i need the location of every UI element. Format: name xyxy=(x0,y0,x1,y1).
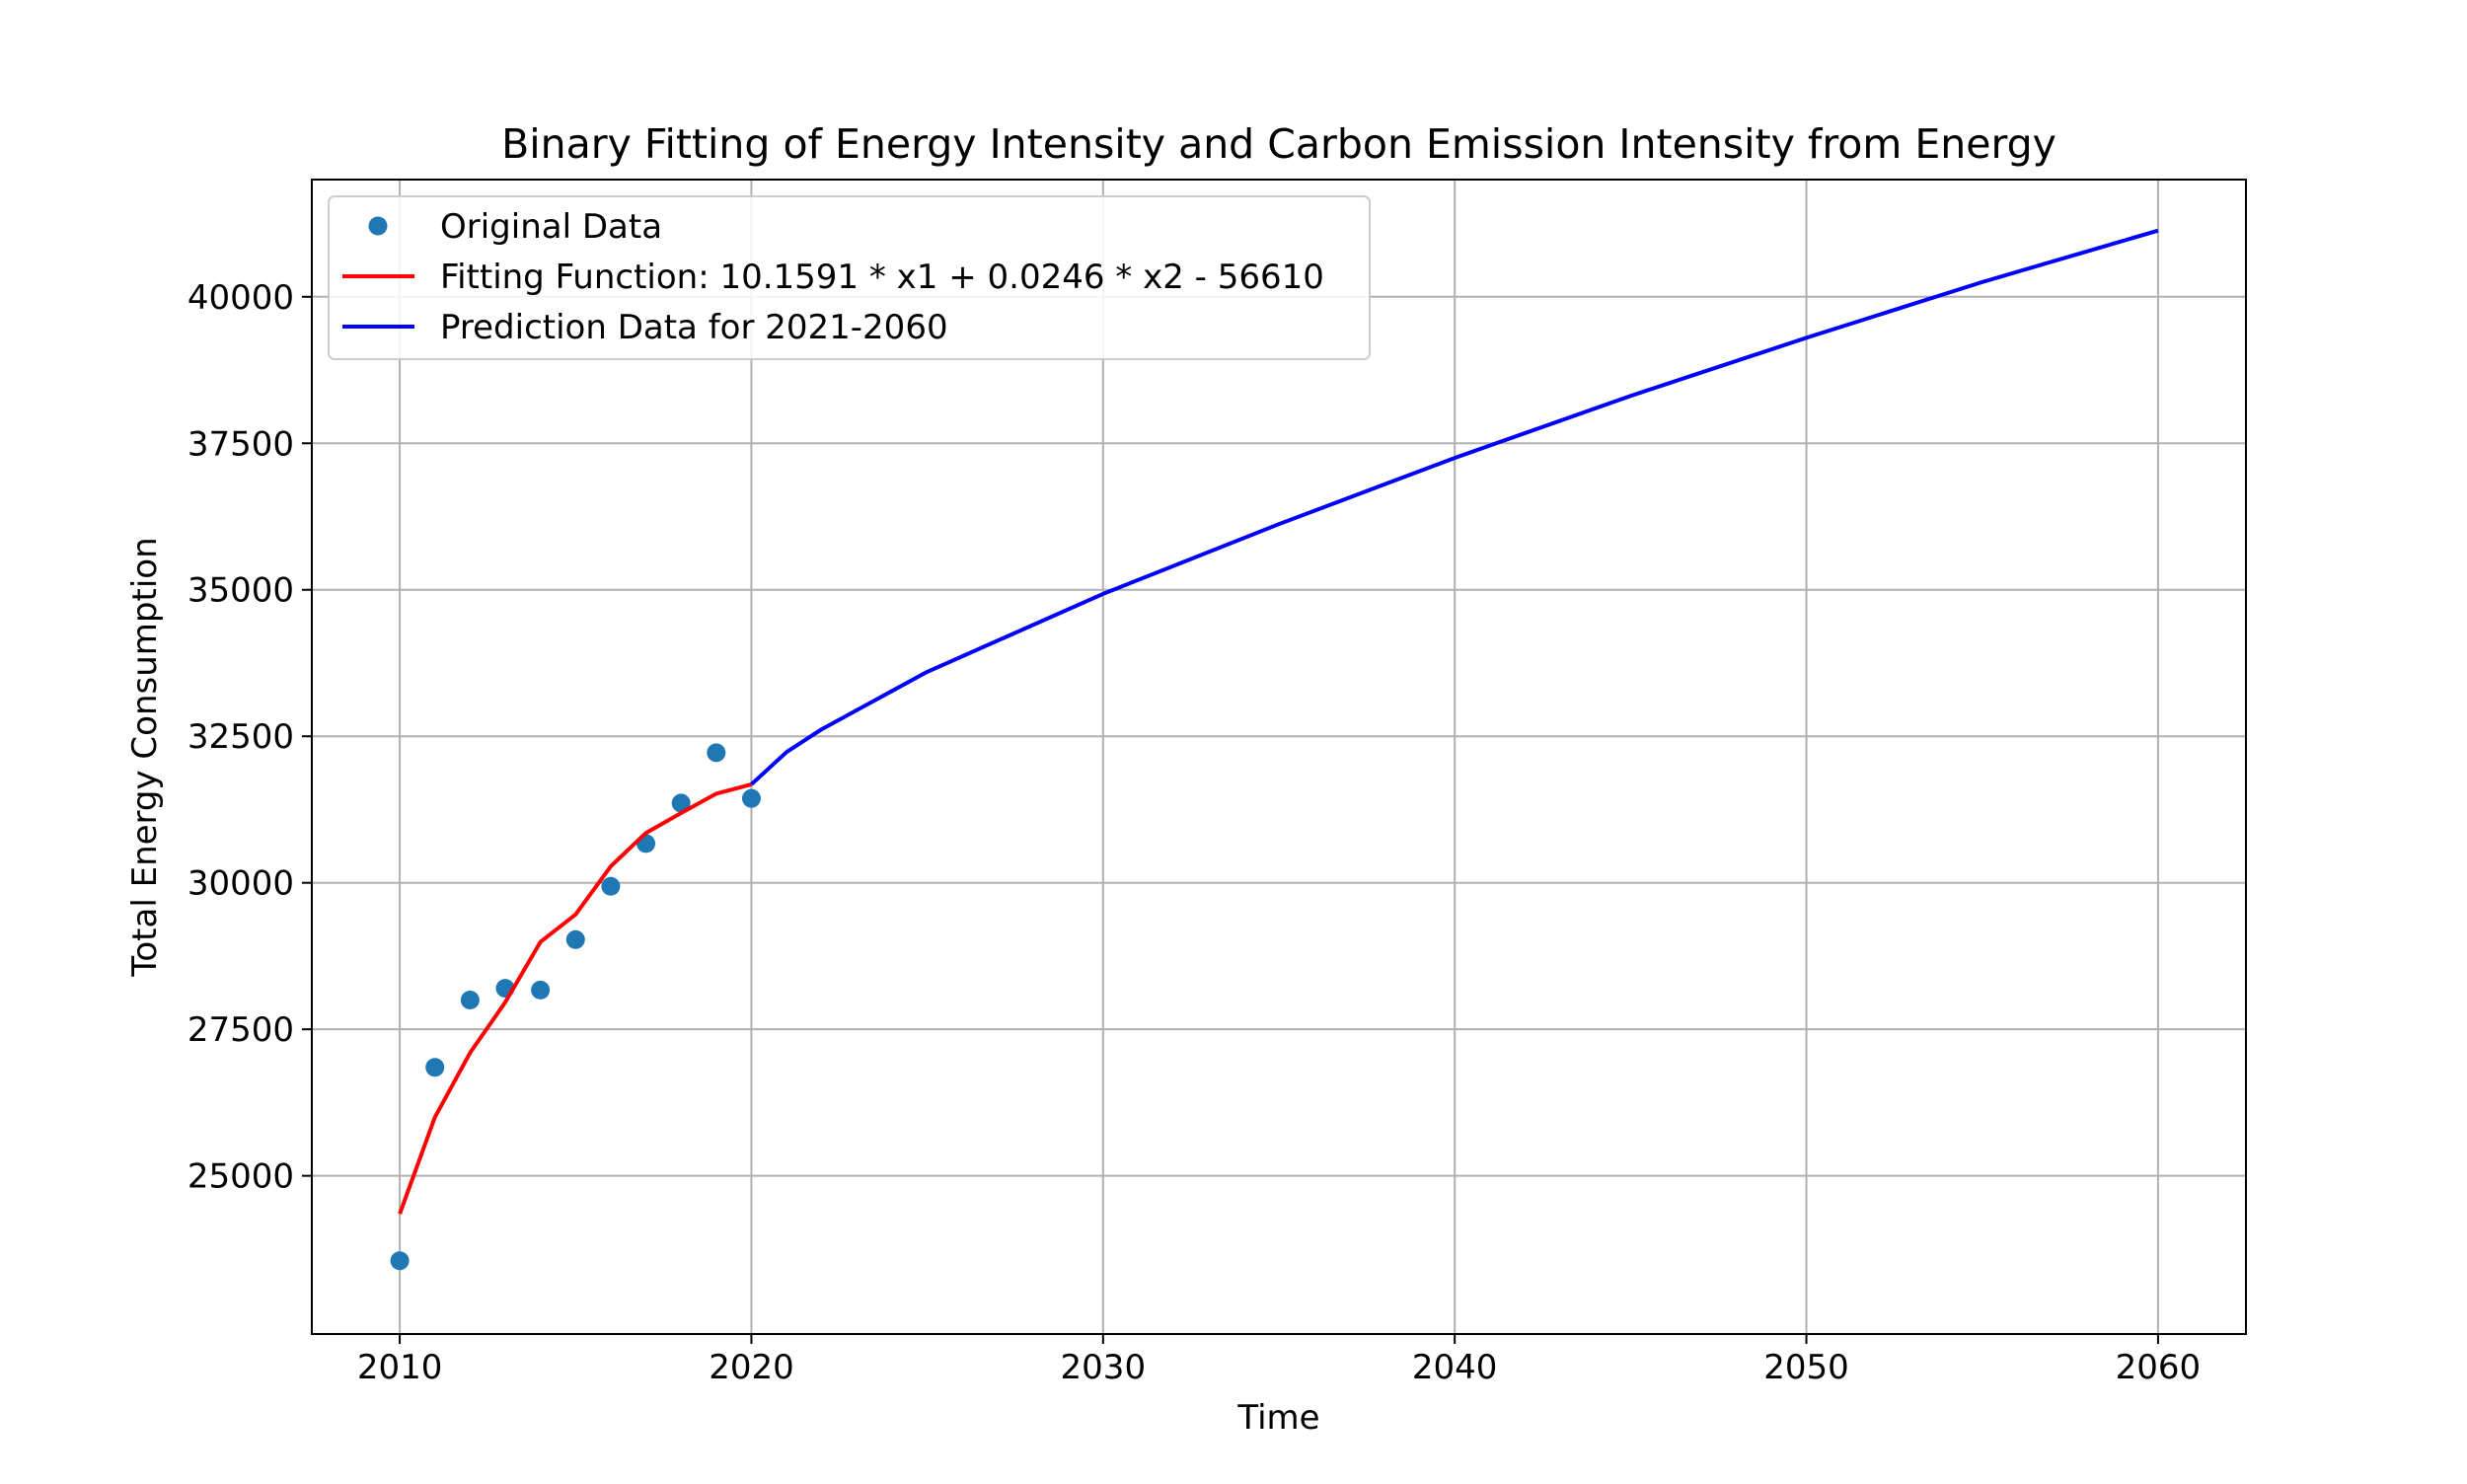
series-layer xyxy=(390,228,2159,1271)
data-point xyxy=(565,929,585,949)
plot-area-frame xyxy=(311,179,2247,1335)
x-tick-label: 2050 xyxy=(1763,1348,1849,1387)
data-point xyxy=(671,793,691,813)
x-axis-label: Time xyxy=(1236,1398,1319,1438)
data-point xyxy=(707,743,726,763)
legend-label: Fitting Function: 10.1591 * x1 + 0.0246 … xyxy=(440,258,1324,297)
x-tick-label: 2030 xyxy=(1061,1348,1147,1387)
series-line-1 xyxy=(398,781,753,1215)
tick-layer: 2010 2020 2030 2040 2050 2060 25000 27500 30000 3… xyxy=(187,278,2201,1387)
y-tick-label: 37500 xyxy=(187,424,294,464)
legend-label: Prediction Data for 2021-2060 xyxy=(440,308,948,347)
data-point xyxy=(390,1251,410,1271)
x-tick-label: 2040 xyxy=(1412,1348,1498,1387)
y-tick-label: 32500 xyxy=(187,717,294,757)
x-tick-label: 2020 xyxy=(709,1348,794,1387)
x-tick-label: 2060 xyxy=(2116,1348,2202,1387)
y-tick-label: 27500 xyxy=(187,1010,294,1050)
legend-label: Original Data xyxy=(440,207,662,247)
y-axis-label: Total Energy Consumption xyxy=(125,537,165,977)
series-line-2 xyxy=(750,228,2159,786)
legend-box xyxy=(328,195,1371,360)
y-tick-label: 30000 xyxy=(187,864,294,904)
legend: Original Data Fitting Function: 10.1591 *… xyxy=(328,195,1371,360)
data-point xyxy=(601,876,621,896)
data-point xyxy=(531,980,551,1000)
data-point xyxy=(460,990,480,1009)
x-tick-label: 2010 xyxy=(357,1348,443,1387)
data-point xyxy=(741,788,761,808)
chart-title: Binary Fitting of Energy Intensity and C… xyxy=(501,120,2056,168)
y-tick-label: 40000 xyxy=(187,278,294,318)
data-point xyxy=(425,1058,445,1077)
y-tick-label: 35000 xyxy=(187,571,294,611)
y-tick-label: 25000 xyxy=(187,1157,294,1197)
legend-marker-point xyxy=(368,216,388,236)
